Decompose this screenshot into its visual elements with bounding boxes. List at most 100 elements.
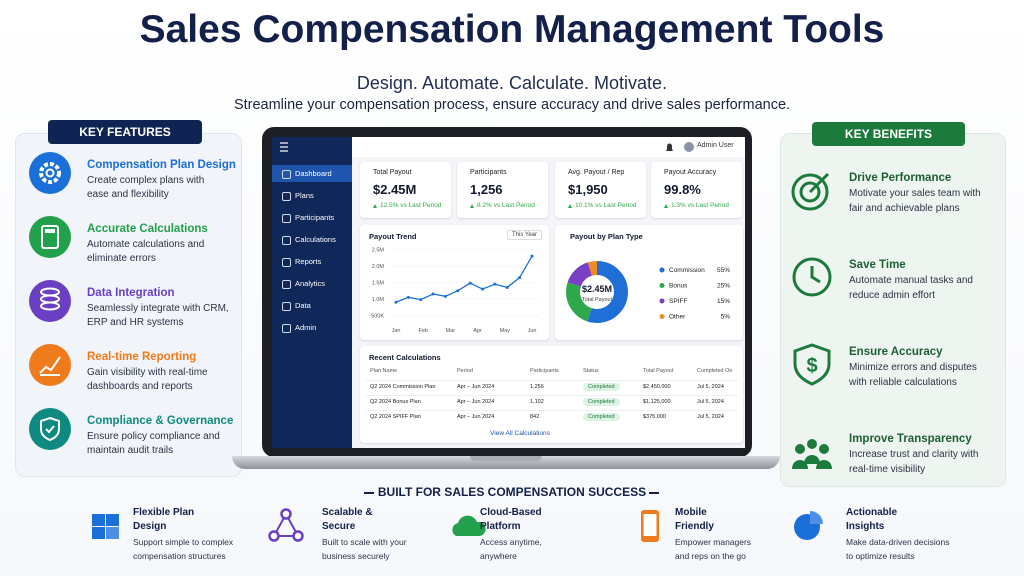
kpi-label: Payout Accuracy [664, 169, 717, 176]
footer-title: Friendly [675, 521, 714, 532]
table-card [360, 346, 743, 443]
status-pill: Completed [583, 398, 620, 406]
body [804, 455, 820, 464]
donut-segment [566, 261, 628, 323]
heading-dash [649, 492, 659, 494]
network [272, 513, 300, 537]
trend-point [493, 282, 497, 286]
y-tick-label: 1.5M [372, 281, 385, 287]
benefit-icon: $ [793, 343, 831, 386]
nav-item: Dashboard [295, 169, 332, 178]
trend-line [395, 255, 533, 303]
trend-chart: 500K 1.0M 1.5M 2.0M 2.5M Jan Feb Mar Apr May Jun [371, 248, 540, 334]
heading-dash [364, 492, 374, 494]
legend-name: SPIFF [669, 298, 687, 305]
shield [793, 343, 831, 386]
footer-icon [794, 511, 823, 540]
feature-desc: Ensure policy compliance and [87, 431, 220, 442]
feature-icon [29, 216, 71, 258]
table-header: Participants [530, 368, 559, 374]
legend-dot [659, 283, 665, 288]
kpi-arrow [664, 204, 668, 208]
check [45, 425, 55, 434]
footer-heading: BUILT FOR SALES COMPENSATION SUCCESS [377, 485, 647, 499]
benefit-desc: Increase trust and clarity with [849, 449, 979, 460]
row-divider [366, 395, 738, 396]
user-name: Admin User [697, 142, 734, 149]
table-header: Total Payout [643, 368, 674, 374]
hands [810, 266, 821, 284]
calc-screen [45, 229, 55, 233]
trend-point [518, 276, 522, 280]
benefit-title: Ensure Accuracy [849, 346, 943, 358]
benefit-desc: Minimize errors and disputes [849, 362, 977, 373]
feature-desc: Seamlessly integrate with CRM, [87, 303, 229, 314]
y-tick-label: 500K [371, 313, 384, 319]
feature-desc: dashboards and reports [87, 381, 193, 392]
nav-icon [282, 236, 291, 245]
kpi-value: $2.45M [373, 182, 417, 197]
table-cell: Jul 5, 2024 [697, 384, 724, 390]
status-pill: Completed [583, 413, 620, 421]
chart-glyph [39, 356, 61, 374]
share-card [555, 225, 743, 340]
kpi-value: 99.8% [664, 182, 701, 197]
x-tick-label: May [500, 328, 511, 334]
row-divider [366, 380, 738, 381]
clock [792, 257, 832, 297]
icon-bg [29, 152, 71, 194]
nav-icon [282, 280, 291, 289]
feature-icon [29, 152, 71, 194]
body [816, 460, 832, 469]
head [819, 444, 829, 454]
kpi-change: 8.2% vs Last Period [477, 202, 535, 209]
icon-bg [29, 344, 71, 386]
table-cell: Apr – Jun 2024 [457, 384, 495, 390]
row-divider [366, 410, 738, 411]
status-pill: Completed [583, 383, 620, 391]
nav-item: Participants [295, 213, 335, 222]
x-tick-label: Apr [473, 328, 482, 334]
footer-title: Platform [480, 521, 521, 532]
trend-period: This Year [507, 230, 543, 240]
trend-point [468, 281, 472, 285]
legend-value: 15% [717, 298, 730, 305]
legend-value: 5% [721, 314, 731, 321]
trend-point [431, 292, 435, 296]
table-header: Period [457, 368, 473, 374]
feature-icon [29, 408, 71, 450]
y-tick-label: 2.5M [372, 248, 385, 254]
kpi-arrow [568, 204, 572, 208]
kpi-change: 12.5% vs Last Period [380, 202, 442, 209]
trend-point [481, 287, 485, 291]
table-cell: $375,000 [643, 414, 666, 420]
head [807, 439, 817, 449]
node [280, 508, 292, 520]
legend-dot [659, 267, 665, 273]
footer-desc: anywhere [480, 551, 517, 561]
nav-icon [282, 192, 291, 201]
gear-hub [45, 168, 55, 178]
footer-title: Insights [846, 521, 885, 532]
table-cell: Jul 5, 2024 [697, 414, 724, 420]
table-header: Plan Name [370, 368, 398, 374]
kpi-arrow [470, 204, 474, 208]
feature-title: Real-time Reporting [87, 351, 197, 363]
kpi-label: Total Payout [373, 169, 412, 176]
benefit-desc: Motivate your sales team with [849, 188, 981, 199]
feature-desc: ERP and HR systems [87, 317, 184, 328]
footer-desc: business securely [322, 551, 390, 561]
table-cell: Apr – Jun 2024 [457, 399, 495, 405]
nav-item: Reports [295, 257, 322, 266]
benefit-title: Drive Performance [849, 172, 952, 184]
legend-dot [659, 314, 665, 319]
feature-title: Compliance & Governance [87, 415, 234, 427]
benefit-icon [792, 439, 832, 469]
cloud [452, 515, 486, 536]
nav-item: Calculations [295, 235, 336, 244]
footer-desc: Make data-driven decisions [846, 537, 950, 547]
nav-item: Analytics [295, 279, 326, 288]
benefit-title: Improve Transparency [849, 433, 972, 445]
benefit-title: Save Time [849, 259, 906, 271]
